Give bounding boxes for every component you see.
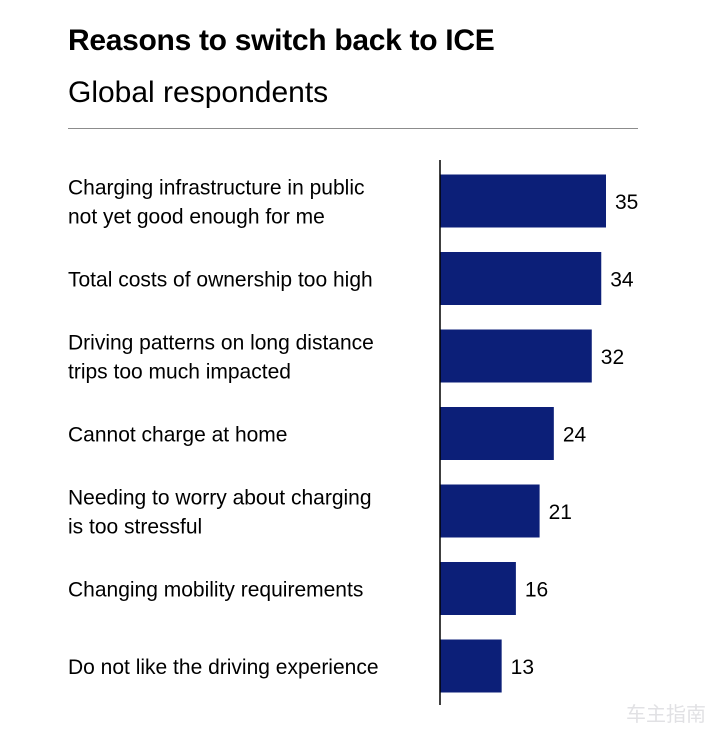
category-label: not yet good enough for me xyxy=(68,206,325,229)
data-label: 32 xyxy=(601,346,624,369)
header-divider xyxy=(68,128,638,129)
category-label: Do not like the driving experience xyxy=(68,656,379,679)
chart-title: Reasons to switch back to ICE xyxy=(68,24,495,57)
category-label: Changing mobility requirements xyxy=(68,579,363,602)
data-label: 16 xyxy=(525,579,548,602)
bar xyxy=(440,639,502,693)
category-label: Charging infrastructure in public xyxy=(68,177,364,200)
category-label: Needing to worry about charging xyxy=(68,487,372,510)
watermark: 车主指南 xyxy=(626,704,706,726)
category-label: Cannot charge at home xyxy=(68,424,287,447)
category-label: Total costs of ownership too high xyxy=(68,269,373,292)
data-label: 24 xyxy=(563,424,587,447)
bar xyxy=(440,329,592,383)
bar xyxy=(440,484,540,538)
data-label: 21 xyxy=(549,501,572,524)
data-label: 34 xyxy=(610,269,634,292)
bar xyxy=(440,407,554,460)
category-label: Driving patterns on long distance xyxy=(68,332,374,355)
category-label: trips too much impacted xyxy=(68,361,291,384)
bar xyxy=(440,252,602,305)
data-label: 35 xyxy=(615,191,638,214)
bar xyxy=(440,174,606,228)
chart-subtitle: Global respondents xyxy=(68,76,329,109)
bar xyxy=(440,562,516,615)
data-label: 13 xyxy=(511,656,534,679)
category-label: is too stressful xyxy=(68,516,202,539)
